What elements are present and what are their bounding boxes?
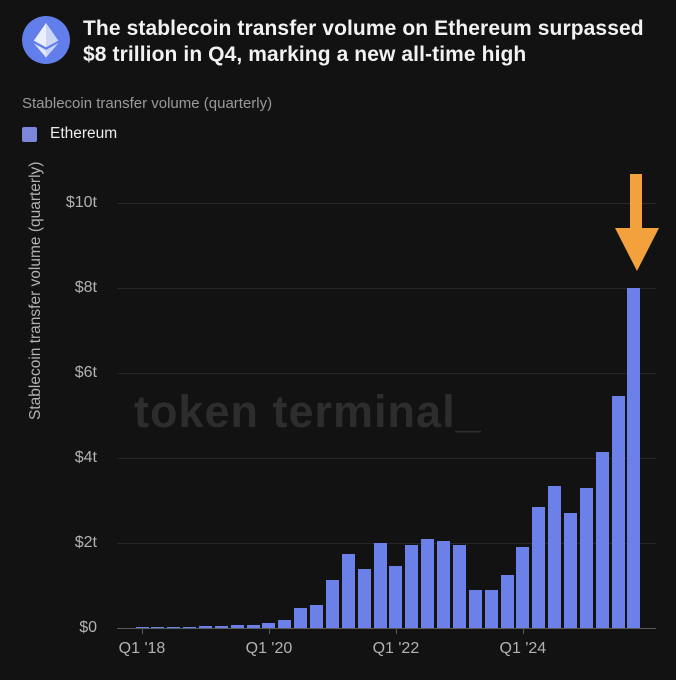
gridline-$0 xyxy=(117,628,656,629)
bar-q2-20[interactable] xyxy=(278,620,292,628)
gridline-$4t xyxy=(117,458,656,459)
legend-item-ethereum[interactable]: Ethereum xyxy=(22,125,118,142)
bar-q2-21[interactable] xyxy=(341,554,355,628)
bar-q4-19[interactable] xyxy=(246,625,260,628)
y-tick-label: $4t xyxy=(74,449,97,466)
bar-q4-22[interactable] xyxy=(437,541,451,628)
y-tick-label: $10t xyxy=(65,194,97,211)
y-tick-label: $6t xyxy=(74,364,97,381)
bar-q3-22[interactable] xyxy=(421,539,435,628)
gridline-$10t xyxy=(117,203,656,204)
bar-q3-20[interactable] xyxy=(294,608,308,628)
x-tick-mark xyxy=(142,628,143,634)
bar-q3-24[interactable] xyxy=(548,486,562,628)
y-tick-label: $2t xyxy=(74,534,97,551)
legend-label: Ethereum xyxy=(50,125,118,142)
bar-q2-24[interactable] xyxy=(532,507,546,628)
x-tick-label: Q1 '20 xyxy=(245,640,293,657)
ethereum-logo-icon xyxy=(22,16,70,64)
bar-q3-21[interactable] xyxy=(357,569,371,628)
highlight-arrow-icon xyxy=(613,174,661,279)
y-tick-label: $0 xyxy=(79,619,97,636)
x-tick-mark xyxy=(522,628,524,634)
chart-subtitle: Stablecoin transfer volume (quarterly) xyxy=(22,95,273,112)
bar-q1-20[interactable] xyxy=(262,623,276,628)
gridline-$6t xyxy=(117,373,656,374)
bar-q3-25[interactable] xyxy=(611,396,625,628)
bar-q1-24[interactable] xyxy=(516,547,530,628)
bar-q3-19[interactable] xyxy=(230,625,244,628)
bar-q3-23[interactable] xyxy=(484,590,498,628)
bar-q1-22[interactable] xyxy=(389,566,403,628)
headline: The stablecoin transfer volume on Ethere… xyxy=(83,17,644,66)
x-tick-label: Q1 '18 xyxy=(118,640,166,657)
bar-q4-23[interactable] xyxy=(500,575,514,628)
bar-q2-23[interactable] xyxy=(468,590,482,628)
bar-q4-18[interactable] xyxy=(183,627,197,628)
bar-q4-24[interactable] xyxy=(563,513,577,628)
x-tick-mark xyxy=(395,628,397,634)
gridline-$8t xyxy=(117,288,656,289)
bar-q2-19[interactable] xyxy=(214,626,228,628)
bar-q1-25[interactable] xyxy=(579,488,593,628)
y-tick-label: $8t xyxy=(74,279,97,296)
x-tick-label: Q1 '22 xyxy=(372,640,420,657)
bar-q1-18[interactable] xyxy=(135,627,149,628)
bar-q4-20[interactable] xyxy=(310,605,324,628)
bar-q1-21[interactable] xyxy=(325,580,339,628)
bar-q4-21[interactable] xyxy=(373,543,387,628)
bar-q2-25[interactable] xyxy=(595,452,609,628)
x-tick-label: Q1 '24 xyxy=(499,640,547,657)
legend-swatch-icon xyxy=(22,126,37,142)
x-tick-mark xyxy=(268,628,270,634)
bar-q1-19[interactable] xyxy=(198,626,212,628)
token-terminal-watermark: token terminal_ xyxy=(134,386,482,437)
bar-q2-22[interactable] xyxy=(405,545,419,628)
bar-q3-18[interactable] xyxy=(167,627,181,628)
bar-q1-23[interactable] xyxy=(452,545,466,628)
bar-q4-25[interactable] xyxy=(627,288,641,628)
bar-q2-18[interactable] xyxy=(151,627,165,628)
